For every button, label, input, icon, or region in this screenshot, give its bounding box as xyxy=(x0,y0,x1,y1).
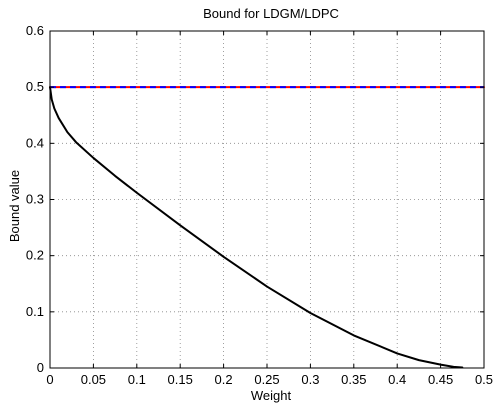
x-tick-label: 0.35 xyxy=(341,372,366,387)
y-tick-label: 0.5 xyxy=(26,79,44,94)
x-tick-label: 0.4 xyxy=(388,372,406,387)
x-tick-label: 0.25 xyxy=(254,372,279,387)
x-tick-label: 0.3 xyxy=(301,372,319,387)
y-tick-labels: 0 0.1 0.2 0.3 0.4 0.5 0.6 xyxy=(26,23,44,375)
x-tick-label: 0.15 xyxy=(168,372,193,387)
y-tick-label: 0 xyxy=(37,360,44,375)
x-tick-label: 0.5 xyxy=(475,372,493,387)
y-tick-label: 0.6 xyxy=(26,23,44,38)
x-axis-label: Weight xyxy=(251,388,292,403)
axis-ticks xyxy=(49,30,485,369)
y-axis-label: Bound value xyxy=(7,170,22,242)
x-tick-label: 0.2 xyxy=(215,372,233,387)
x-tick-label: 0.05 xyxy=(81,372,106,387)
y-tick-label: 0.2 xyxy=(26,248,44,263)
chart-title: Bound for LDGM/LDPC xyxy=(203,6,339,21)
series-lines xyxy=(49,86,485,369)
x-tick-label: 0.45 xyxy=(428,372,453,387)
x-tick-label: 0.1 xyxy=(128,372,146,387)
x-tick-label: 0 xyxy=(46,372,53,387)
y-tick-label: 0.1 xyxy=(26,304,44,319)
y-tick-label: 0.4 xyxy=(26,135,44,150)
series-line-3 xyxy=(49,86,464,369)
x-tick-labels: 0 0.05 0.1 0.15 0.2 0.25 0.3 0.35 0.4 0.45 0.5 xyxy=(46,372,493,387)
y-tick-label: 0.3 xyxy=(26,192,44,207)
